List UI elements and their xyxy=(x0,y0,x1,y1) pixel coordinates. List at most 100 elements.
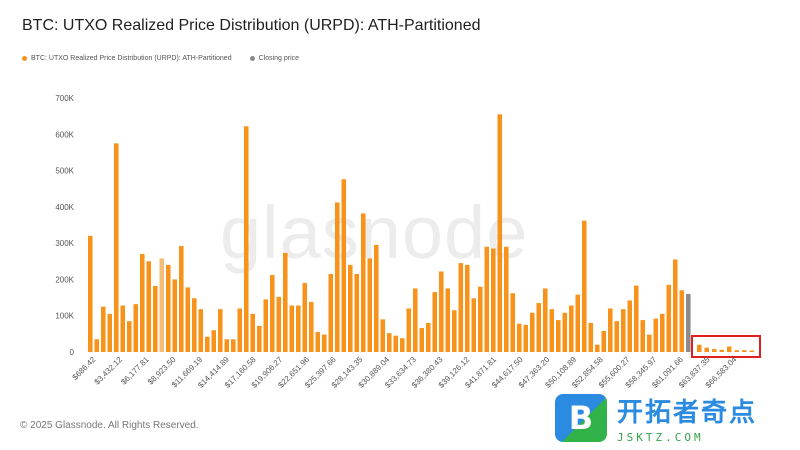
post-closing-bar xyxy=(697,344,702,352)
post-closing-bar xyxy=(704,347,709,352)
bar xyxy=(595,344,600,352)
bar xyxy=(198,309,204,352)
closing-price-bar xyxy=(686,293,691,352)
bar xyxy=(107,313,113,352)
y-tick-label: 600K xyxy=(55,130,74,139)
bar xyxy=(478,286,483,352)
bar xyxy=(146,261,152,352)
bar xyxy=(354,273,360,352)
bar xyxy=(484,246,490,352)
bar xyxy=(231,339,236,352)
bar xyxy=(218,309,223,352)
bar xyxy=(205,336,210,352)
bar xyxy=(517,323,522,352)
bar xyxy=(393,335,399,352)
bar xyxy=(120,305,126,352)
legend-item-urpd[interactable]: BTC: UTXO Realized Price Distribution (U… xyxy=(22,55,232,62)
bar xyxy=(432,292,438,352)
post-closing-bar xyxy=(719,349,724,352)
bar xyxy=(549,309,555,352)
glassnode-watermark: glasnode xyxy=(220,191,529,274)
bar xyxy=(471,298,477,352)
brand-text: 开拓者奇点 JSKTZ.COM xyxy=(617,392,757,444)
bar xyxy=(666,284,672,352)
legend: BTC: UTXO Realized Price Distribution (U… xyxy=(22,55,299,62)
bar xyxy=(673,259,678,352)
y-tick-label: 200K xyxy=(55,275,74,284)
bar xyxy=(309,301,314,352)
bar xyxy=(133,304,139,352)
post-closing-bar xyxy=(742,350,747,352)
bar xyxy=(114,143,119,352)
legend-label-closing-price: Closing price xyxy=(258,55,300,62)
post-closing-bar xyxy=(727,346,732,352)
bar xyxy=(101,306,106,352)
bar xyxy=(621,309,626,352)
bar xyxy=(627,300,633,352)
bar xyxy=(361,213,366,352)
bar xyxy=(497,114,503,352)
bar xyxy=(322,334,327,352)
bar xyxy=(491,248,496,352)
bar xyxy=(504,246,509,352)
bar xyxy=(679,290,685,352)
bar xyxy=(140,254,145,352)
bar xyxy=(250,313,256,352)
bar xyxy=(413,288,418,352)
bar xyxy=(172,279,178,352)
y-tick-label: 0 xyxy=(70,348,75,357)
bar xyxy=(400,338,405,352)
bar xyxy=(257,325,262,352)
bar xyxy=(426,322,431,352)
brand-url: JSKTZ.COM xyxy=(617,431,704,444)
bar xyxy=(367,258,373,352)
bar xyxy=(640,320,646,352)
highlight-box xyxy=(691,335,761,358)
brand-logo-icon: B xyxy=(555,394,607,442)
bar xyxy=(608,308,613,352)
bar xyxy=(289,305,295,352)
bar xyxy=(244,126,249,352)
bar xyxy=(406,308,412,352)
bar xyxy=(88,235,93,352)
bar xyxy=(588,322,594,352)
y-tick-label: 100K xyxy=(55,312,74,321)
bar xyxy=(530,312,535,352)
bar xyxy=(237,308,243,352)
bar xyxy=(348,264,353,352)
bar xyxy=(543,288,548,352)
post-closing-bar xyxy=(734,350,739,352)
y-tick-label: 700K xyxy=(55,94,74,103)
bar xyxy=(458,263,464,352)
y-tick-label: 400K xyxy=(55,203,74,212)
brand-watermark: B 开拓者奇点 JSKTZ.COM xyxy=(555,392,757,444)
bar xyxy=(660,313,665,352)
legend-label-urpd: BTC: UTXO Realized Price Distribution (U… xyxy=(31,55,232,62)
bar xyxy=(159,258,165,352)
bar xyxy=(582,220,587,352)
bar xyxy=(647,334,652,352)
bar xyxy=(510,293,516,352)
y-tick-label: 300K xyxy=(55,239,74,248)
bar xyxy=(634,285,639,352)
bar xyxy=(283,252,288,352)
bar xyxy=(335,202,340,352)
copyright-footer: © 2025 Glassnode. All Rights Reserved. xyxy=(20,420,199,431)
legend-item-closing-price[interactable]: Closing price xyxy=(249,55,300,62)
bar xyxy=(211,330,217,352)
bar xyxy=(341,179,347,352)
legend-dot-closing-price xyxy=(249,56,255,61)
bar xyxy=(601,330,607,352)
bar xyxy=(387,333,392,352)
bar xyxy=(523,324,529,352)
bar xyxy=(224,339,230,352)
bar xyxy=(575,294,581,352)
bar xyxy=(315,332,321,352)
bar xyxy=(94,339,100,352)
bar xyxy=(166,264,171,352)
brand-name: 开拓者奇点 xyxy=(617,398,758,428)
bar xyxy=(276,296,282,352)
legend-dot-urpd xyxy=(22,56,27,61)
bar xyxy=(302,283,308,352)
